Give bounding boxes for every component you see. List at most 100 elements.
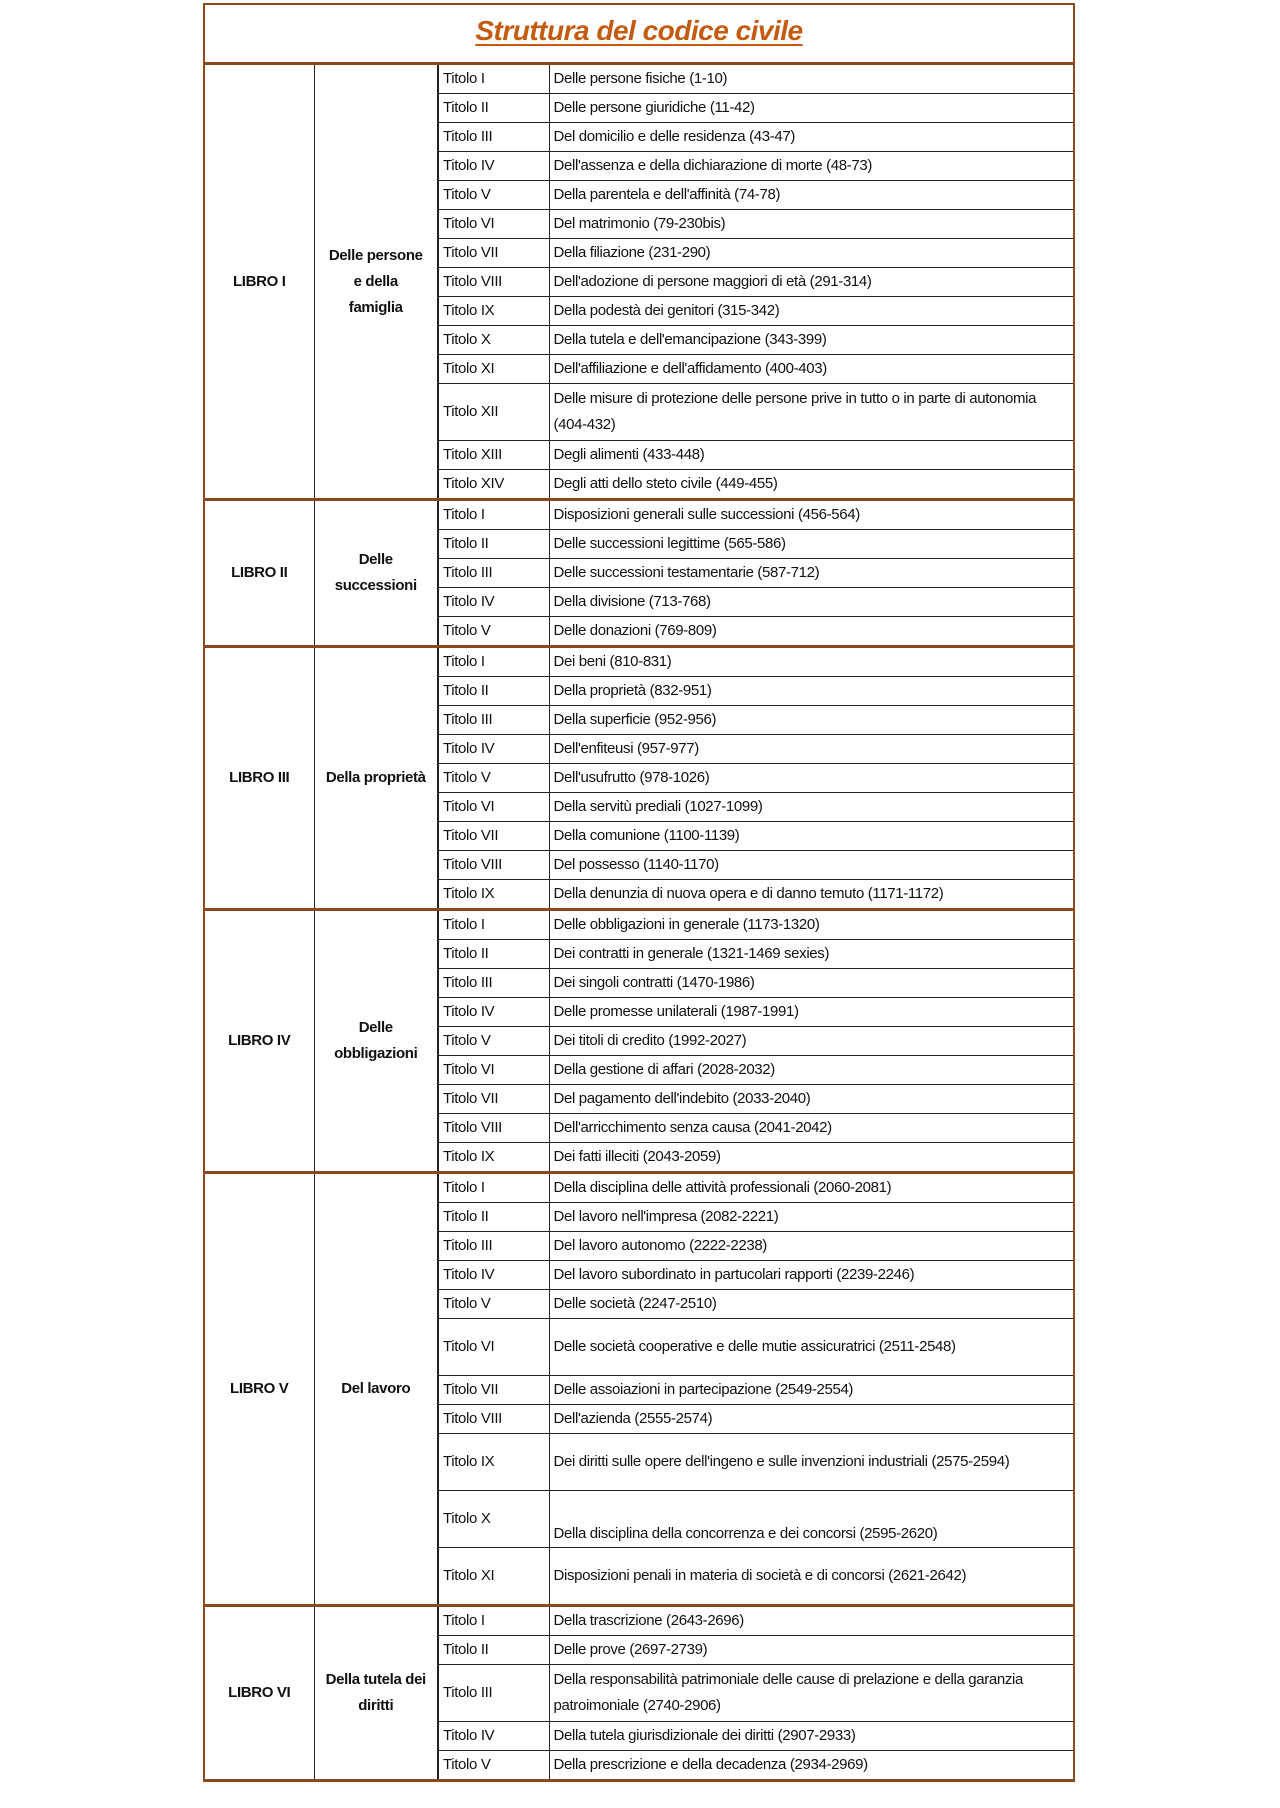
titolo-number: Titolo II	[437, 939, 550, 969]
table-row: Titolo IX Della denunzia di nuova opera e…	[204, 879, 1075, 911]
table-row: Titolo XIV Degli atti dello steto civile …	[204, 469, 1075, 501]
titolo-description: Dei singoli contratti (1470-1986)	[548, 968, 1075, 998]
table-row: LIBRO VI Della tutela dei diritti Titolo I…	[203, 1604, 1075, 1782]
titolo-number: Titolo IV	[437, 734, 550, 764]
titolo-description: Delle assoiazioni in partecipazione (254…	[548, 1375, 1075, 1405]
titolo-description: Della comunione (1100-1139)	[548, 821, 1075, 851]
titolo-description: Dell'affiliazione e dell'affidamento (40…	[548, 354, 1075, 384]
titolo-number: Titolo X	[437, 1490, 550, 1548]
table-row: Titolo IX Dei diritti sulle opere dell'in…	[204, 1433, 1075, 1491]
titolo-number: Titolo I	[437, 908, 550, 940]
table-row: Titolo III Delle successioni testamentari…	[204, 558, 1075, 588]
titolo-description: Disposizioni generali sulle successioni …	[548, 498, 1075, 530]
table-row: Titolo II Della proprietà (832-951)	[204, 676, 1075, 706]
titolo-description: Della denunzia di nuova opera e di danno…	[548, 879, 1075, 911]
titolo-number: Titolo IX	[437, 296, 550, 326]
libro-label: LIBRO II	[203, 498, 315, 648]
titolo-description: Dell'azienda (2555-2574)	[548, 1404, 1075, 1434]
table-row: Titolo V Dell'usufrutto (978-1026)	[204, 763, 1075, 793]
titolo-description: Dell'usufrutto (978-1026)	[548, 763, 1075, 793]
table-row: Titolo VII Della filiazione (231-290)	[204, 238, 1075, 268]
titolo-description: Della podestà dei genitori (315-342)	[548, 296, 1075, 326]
titolo-number: Titolo IV	[437, 997, 550, 1027]
table-row: Titolo IX Della podestà dei genitori (315…	[204, 296, 1075, 326]
titolo-description: Della divisione (713-768)	[548, 587, 1075, 617]
titolo-description: Delle persone fisiche (1-10)	[548, 62, 1075, 94]
titolo-description: Del lavoro subordinato in partucolari ra…	[548, 1260, 1075, 1290]
table-row: Titolo III Del domicilio e delle residenz…	[204, 122, 1075, 152]
libro-name: Del lavoro	[314, 1171, 439, 1607]
titolo-description: Della prescrizione e della decadenza (29…	[548, 1750, 1075, 1782]
table-row: LIBRO III Della proprietà Titolo I Dei beni…	[203, 645, 1075, 911]
titolo-description: Della parentela e dell'affinità (74-78)	[548, 180, 1075, 210]
titolo-number: Titolo IX	[437, 1142, 550, 1174]
titolo-description: Delle società cooperative e delle mutie …	[548, 1318, 1075, 1376]
titolo-description: Dei fatti illeciti (2043-2059)	[548, 1142, 1075, 1174]
titolo-number: Titolo V	[437, 1026, 550, 1056]
table-row: Titolo IV Dell'assenza e della dichiarazi…	[204, 151, 1075, 181]
titolo-number: Titolo IV	[437, 151, 550, 181]
titolo-description: Della servitù prediali (1027-1099)	[548, 792, 1075, 822]
titolo-number: Titolo VI	[437, 1318, 550, 1376]
titolo-number: Titolo II	[437, 676, 550, 706]
titolo-number: Titolo V	[437, 1289, 550, 1319]
titolo-number: Titolo VII	[437, 1375, 550, 1405]
table-row: LIBRO II Delle successioni Titolo I Disposi…	[203, 498, 1075, 648]
titolo-description: Della tutela giurisdizionale dei diritti…	[548, 1721, 1075, 1751]
titolo-number: Titolo VIII	[437, 1113, 550, 1143]
titolo-description: Della disciplina delle attività professi…	[548, 1171, 1075, 1203]
titolo-description: Delle obbligazioni in generale (1173-132…	[548, 908, 1075, 940]
table-row: Titolo II Delle persone giuridiche (11-42…	[204, 93, 1075, 123]
table-row: Titolo V Dei titoli di credito (1992-2027…	[204, 1026, 1075, 1056]
titolo-description: Delle promesse unilaterali (1987-1991)	[548, 997, 1075, 1027]
libro-name: Delle successioni	[314, 498, 439, 648]
table-row: Titolo XIII Degli alimenti (433-448)	[204, 440, 1075, 470]
table-row: Titolo IV Del lavoro subordinato in partu…	[204, 1260, 1075, 1290]
titolo-number: Titolo XII	[437, 383, 550, 441]
titolo-number: Titolo II	[437, 1635, 550, 1665]
titolo-number: Titolo III	[437, 705, 550, 735]
libro-label: LIBRO VI	[203, 1604, 315, 1782]
table-row: Titolo IV Dell'enfiteusi (957-977)	[204, 734, 1075, 764]
table-row: Titolo XI Disposizioni penali in materia …	[204, 1547, 1075, 1607]
titolo-number: Titolo XI	[437, 354, 550, 384]
table-row: Titolo III Dei singoli contratti (1470-19…	[204, 968, 1075, 998]
titolo-number: Titolo III	[437, 558, 550, 588]
titolo-description: Della superficie (952-956)	[548, 705, 1075, 735]
table-row: LIBRO I Delle persone e della famiglia Tit…	[203, 62, 1075, 501]
titolo-number: Titolo VIII	[437, 1404, 550, 1434]
table-row: Titolo IX Dei fatti illeciti (2043-2059)	[204, 1142, 1075, 1174]
titolo-number: Titolo VII	[437, 821, 550, 851]
table-row: Titolo V Delle società (2247-2510)	[204, 1289, 1075, 1319]
titolo-description: Delle successioni legittime (565-586)	[548, 529, 1075, 559]
titolo-description: Degli atti dello steto civile (449-455)	[548, 469, 1075, 501]
table-row: Titolo X Della disciplina della concorren…	[204, 1490, 1075, 1548]
titolo-description: Delle società (2247-2510)	[548, 1289, 1075, 1319]
titolo-number: Titolo III	[437, 122, 550, 152]
table-row: Titolo VI Del matrimonio (79-230bis)	[204, 209, 1075, 239]
titolo-description: Della gestione di affari (2028-2032)	[548, 1055, 1075, 1085]
titolo-description: Dell'assenza e della dichiarazione di mo…	[548, 151, 1075, 181]
table-row: Titolo V Della prescrizione e della decad…	[204, 1750, 1075, 1782]
titolo-description: Del lavoro autonomo (2222-2238)	[548, 1231, 1075, 1261]
table-row: Titolo II Delle prove (2697-2739)	[204, 1635, 1075, 1665]
titolo-description: Disposizioni penali in materia di societ…	[548, 1547, 1075, 1607]
titolo-description: Della tutela e dell'emancipazione (343-3…	[548, 325, 1075, 355]
libro-name: Della proprietà	[314, 645, 439, 911]
title-cell: Struttura del codice civile	[203, 3, 1075, 65]
table-row: Titolo III Della responsabilità patrimoni…	[204, 1664, 1075, 1722]
titolo-number: Titolo III	[437, 1231, 550, 1261]
titolo-number: Titolo I	[437, 1604, 550, 1636]
table-row: Titolo VI Delle società cooperative e del…	[204, 1318, 1075, 1376]
titolo-number: Titolo VI	[437, 1055, 550, 1085]
civil-code-structure-table: Struttura del codice civile LIBRO I Delle…	[203, 3, 1075, 1782]
titolo-number: Titolo I	[437, 62, 550, 94]
titolo-description: Dei contratti in generale (1321-1469 sex…	[548, 939, 1075, 969]
titolo-number: Titolo IV	[437, 1721, 550, 1751]
titolo-number: Titolo V	[437, 616, 550, 648]
titolo-number: Titolo VIII	[437, 850, 550, 880]
titolo-number: Titolo XIV	[437, 469, 550, 501]
titolo-description: Della responsabilità patrimoniale delle …	[548, 1664, 1075, 1722]
titolo-number: Titolo IV	[437, 587, 550, 617]
table-row: Titolo VII Della comunione (1100-1139)	[204, 821, 1075, 851]
